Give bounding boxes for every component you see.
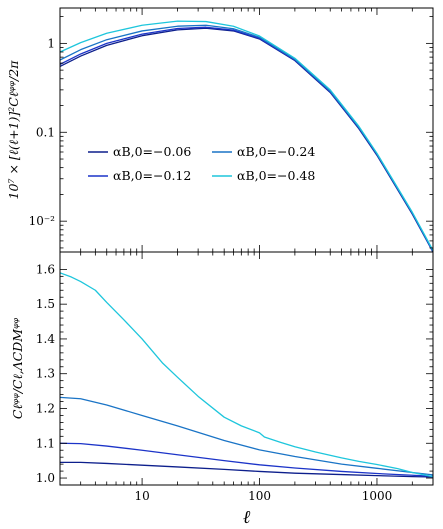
legend-label-4: αB,0=−0.48 bbox=[237, 168, 315, 183]
bottom-y-tick-label: 1.4 bbox=[36, 332, 55, 346]
bottom-x-tick-label: 10 bbox=[134, 489, 149, 503]
bottom-x-tick-label: 100 bbox=[248, 489, 271, 503]
bottom-panel: 1.0 1.1 1.2 1.3 1.4 1.5 1.6 10 100 1000 bbox=[36, 251, 434, 503]
axis-labels: 10⁷ × [ℓ(ℓ+1)]²Cℓᵠᵠ/2π Cℓᵠᵠ/Cℓ,ΛCDMᵠᵠ ℓ bbox=[6, 60, 251, 528]
top-series-group bbox=[60, 20, 433, 252]
top-panel: 10⁻² 0.1 1 bbox=[29, 7, 434, 253]
legend-label-3: αB,0=−0.24 bbox=[237, 144, 315, 159]
top-y-tick-label: 0.1 bbox=[36, 125, 55, 139]
top-axes-frame bbox=[59, 7, 434, 253]
legend-label-2: αB,0=−0.12 bbox=[113, 168, 191, 183]
legend-label-1: αB,0=−0.06 bbox=[113, 144, 191, 159]
top-series-line-1 bbox=[60, 27, 433, 252]
bottom-y-tick-label: 1.2 bbox=[36, 401, 55, 415]
bottom-series-group bbox=[60, 272, 433, 478]
bottom-y-tick-label: 1.6 bbox=[36, 262, 55, 276]
top-y-tick-label: 10⁻² bbox=[29, 214, 56, 228]
bottom-y-axis-label: Cℓᵠᵠ/Cℓ,ΛCDMᵠᵠ bbox=[10, 317, 25, 419]
top-series-line-3 bbox=[60, 24, 433, 252]
bottom-y-tick-label: 1.3 bbox=[36, 367, 55, 381]
top-y-axis-label: 10⁷ × [ℓ(ℓ+1)]²Cℓᵠᵠ/2π bbox=[6, 60, 21, 200]
x-axis-label: ℓ bbox=[243, 507, 251, 528]
legend: αB,0=−0.06 αB,0=−0.12 αB,0=−0.24 αB,0=−0.48 bbox=[88, 144, 315, 183]
bottom-y-tick-label: 1.1 bbox=[36, 436, 55, 450]
bottom-series-line-4 bbox=[60, 272, 433, 478]
bottom-x-tick-label: 1000 bbox=[362, 489, 393, 503]
top-series-line-2 bbox=[60, 26, 433, 252]
bottom-axes-frame bbox=[59, 251, 434, 486]
bottom-series-line-3 bbox=[60, 396, 433, 476]
top-series-line-4 bbox=[60, 20, 433, 251]
bottom-series-line-1 bbox=[60, 461, 433, 478]
bottom-y-tick-label: 1.0 bbox=[36, 471, 55, 485]
bottom-series-line-2 bbox=[60, 442, 433, 477]
bottom-y-tick-label: 1.5 bbox=[36, 297, 55, 311]
top-y-tick-label: 1 bbox=[47, 36, 55, 50]
